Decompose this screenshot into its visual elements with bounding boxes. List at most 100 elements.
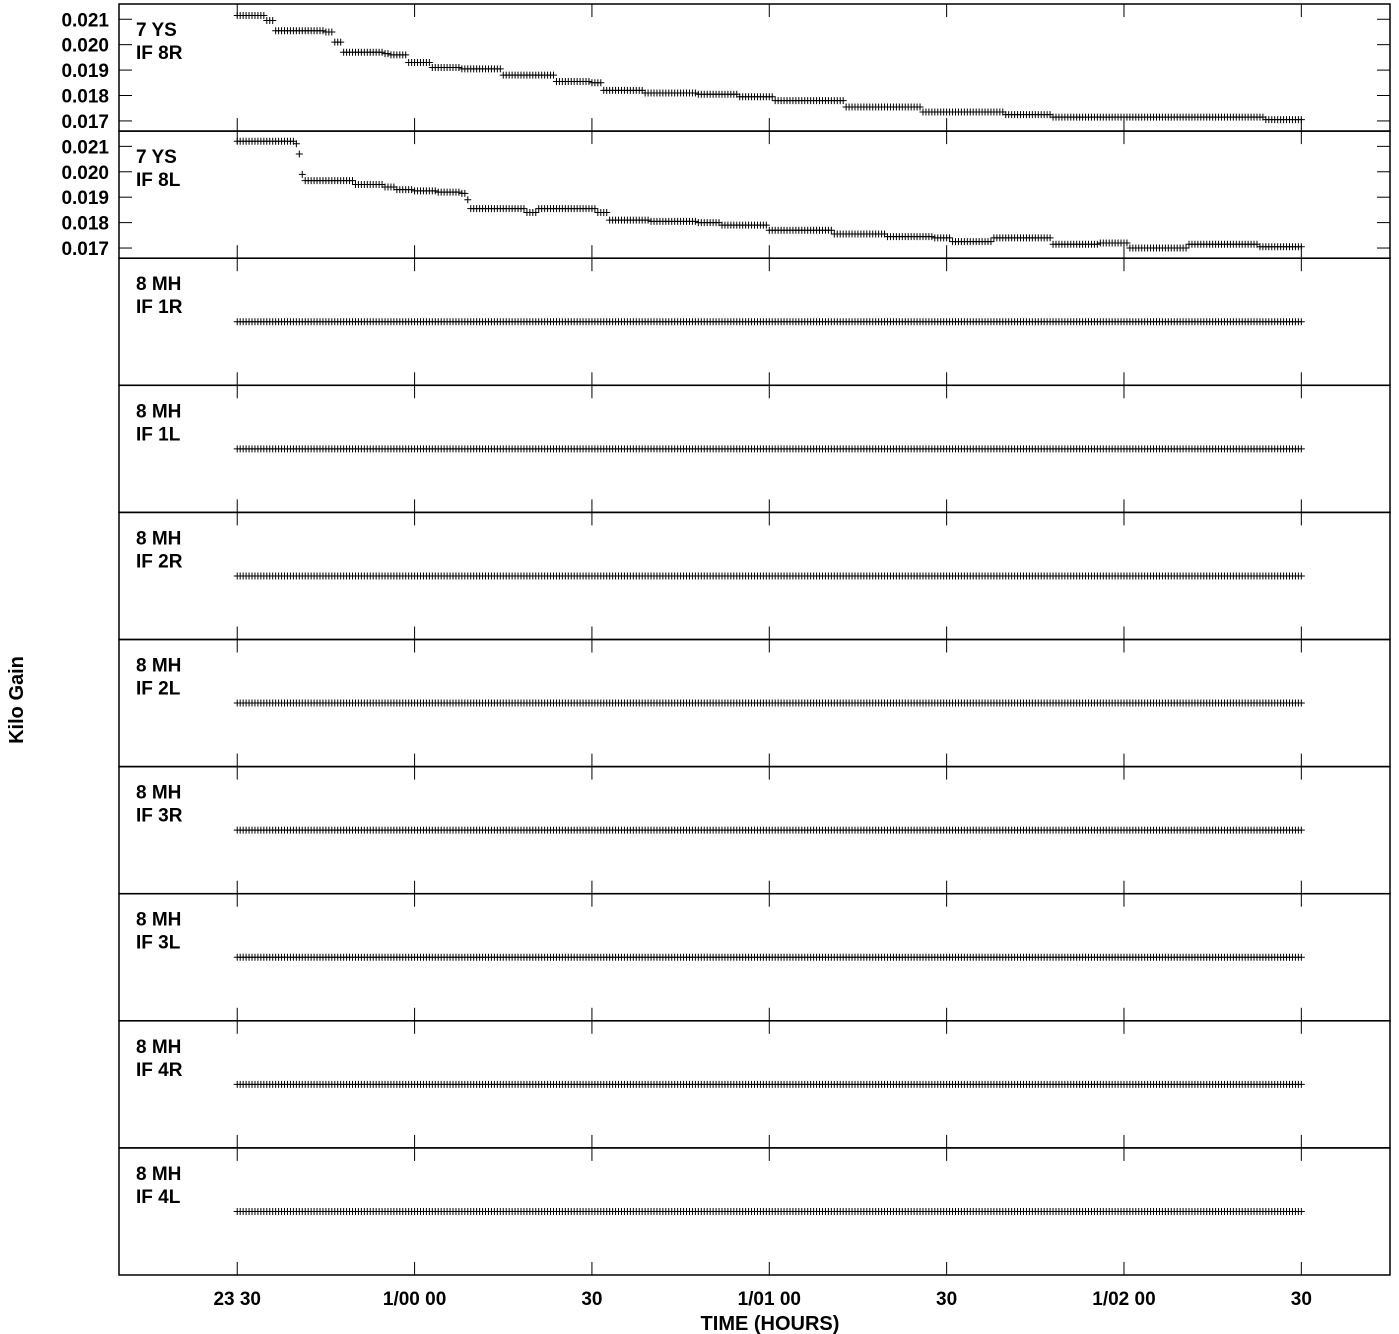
panel-frame [118, 130, 1391, 259]
data-point [319, 27, 327, 35]
panel-frame [118, 3, 1391, 132]
data-point [337, 38, 345, 46]
data-point [269, 17, 277, 25]
data-point [1297, 953, 1305, 961]
data-point [691, 89, 699, 97]
data-point [402, 51, 410, 59]
x-tick-label: 1/01 00 [738, 1289, 801, 1310]
data-point [987, 238, 995, 246]
x-tick-label: 30 [1291, 1289, 1312, 1310]
y-tick-label: 0.018 [61, 87, 109, 108]
data-point [946, 234, 954, 242]
y-tick-label: 0.018 [61, 214, 109, 235]
x-tick-label: 1/02 00 [1092, 1289, 1155, 1310]
data-point [1123, 239, 1131, 247]
data-point [455, 64, 463, 72]
data-point [295, 150, 303, 158]
data-point [384, 50, 392, 58]
data-point [1297, 1207, 1305, 1215]
panel-label-if: IF 1L [136, 424, 181, 445]
x-tick-label: 1/00 00 [383, 1289, 446, 1310]
panel-label-antenna: 8 MH [136, 1037, 181, 1058]
panel-label-if: IF 1R [136, 297, 183, 318]
x-tick-label: 23 30 [213, 1289, 261, 1310]
panel-label-antenna: 8 MH [136, 274, 181, 295]
data-point [768, 93, 776, 101]
y-tick-label: 0.017 [61, 112, 109, 133]
panel-label-if: IF 8R [136, 43, 183, 64]
panel-label-antenna: 8 MH [136, 528, 181, 549]
panel-label-antenna: 7 YS [136, 147, 177, 168]
y-axis-title: Kilo Gain [6, 656, 28, 744]
data-point [1182, 244, 1190, 252]
data-point [378, 48, 386, 56]
data-point [1297, 572, 1305, 580]
data-point [585, 78, 593, 86]
panel-label-antenna: 7 YS [136, 20, 177, 41]
y-tick-label: 0.020 [61, 163, 109, 184]
panel-label-antenna: 8 MH [136, 1164, 181, 1185]
data-point [328, 28, 336, 36]
panel-label-if: IF 2R [136, 551, 183, 572]
data-point [1297, 826, 1305, 834]
data-point [1297, 243, 1305, 251]
data-point [691, 217, 699, 225]
y-tick-label: 0.021 [61, 10, 109, 31]
data-point [425, 58, 433, 66]
data-point [762, 221, 770, 229]
data-point [464, 196, 472, 204]
data-point [839, 97, 847, 105]
y-tick-label: 0.020 [61, 36, 109, 57]
y-tick-label: 0.019 [61, 188, 109, 209]
data-point [1297, 699, 1305, 707]
y-tick-label: 0.021 [61, 137, 109, 158]
panel-label-if: IF 8L [136, 170, 181, 191]
data-point [520, 205, 528, 213]
data-point [827, 226, 835, 234]
data-point [408, 186, 416, 194]
data-point [1297, 1080, 1305, 1088]
panel-label-if: IF 2L [136, 679, 181, 700]
x-tick-label: 30 [936, 1289, 957, 1310]
data-point [496, 65, 504, 73]
data-point [597, 79, 605, 87]
panel-label-if: IF 4L [136, 1187, 181, 1208]
panel-label-antenna: 8 MH [136, 910, 181, 931]
data-point [1297, 445, 1305, 453]
data-point [532, 208, 540, 216]
data-point [1046, 234, 1054, 242]
x-tick-label: 30 [581, 1289, 602, 1310]
y-tick-label: 0.019 [61, 61, 109, 82]
x-axis-title: TIME (HOURS) [701, 1313, 840, 1334]
data-point [1297, 318, 1305, 326]
data-point [591, 205, 599, 213]
data-point [461, 189, 469, 197]
data-point [292, 140, 300, 148]
panel-label-antenna: 8 MH [136, 656, 181, 677]
panel-label-antenna: 8 MH [136, 401, 181, 422]
data-point [916, 103, 924, 111]
data-point [550, 71, 558, 79]
data-point [1093, 240, 1101, 248]
data-point [928, 233, 936, 241]
data-point [455, 188, 463, 196]
panel-label-if: IF 4R [136, 1060, 183, 1081]
data-point [349, 177, 357, 185]
panel-label-if: IF 3L [136, 933, 181, 954]
panel-label-antenna: 8 MH [136, 783, 181, 804]
data-point [603, 208, 611, 216]
panel-label-if: IF 3R [136, 806, 183, 827]
data-point [644, 216, 652, 224]
data-point [431, 187, 439, 195]
data-point [260, 11, 268, 19]
